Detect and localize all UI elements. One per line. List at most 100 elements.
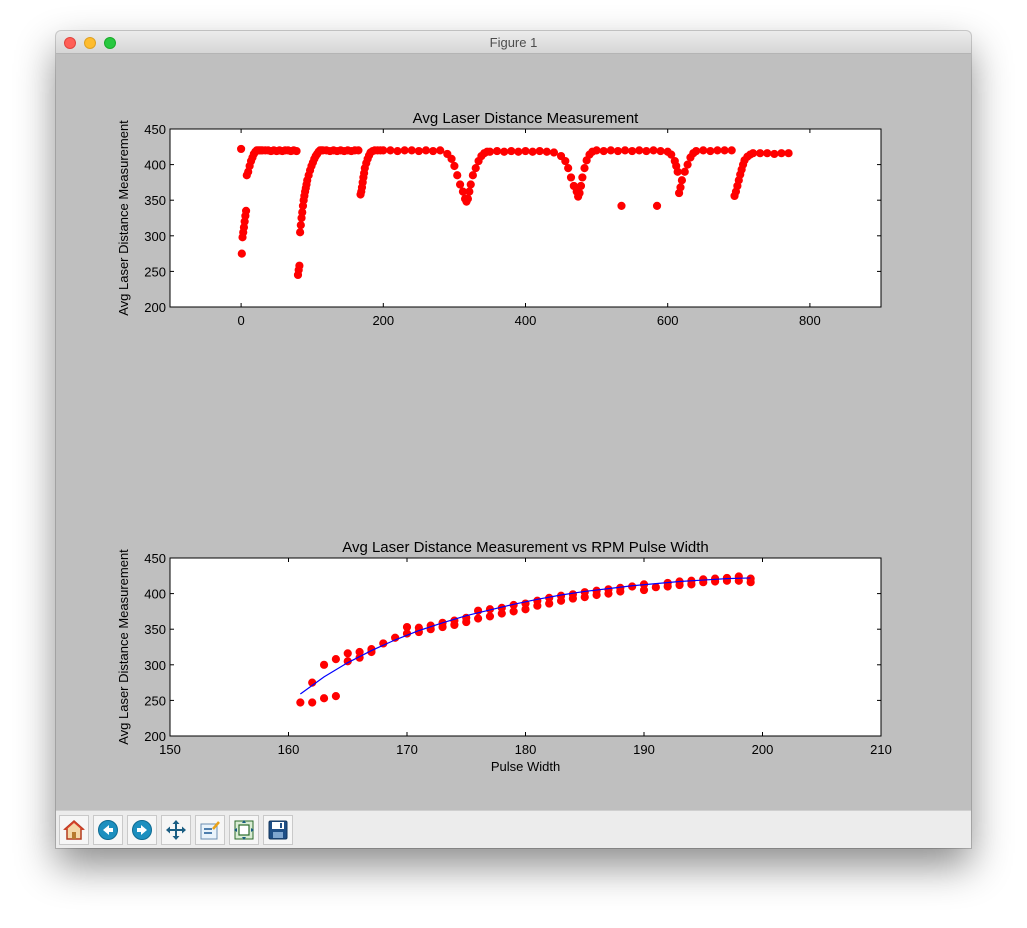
chart-1: 0 200 400 600 800 200 250 300 350 400 450 Avg Laser… — [116, 110, 882, 328]
plot-area — [169, 128, 882, 308]
y-tick-label: 350 — [144, 622, 166, 637]
data-point — [241, 206, 251, 215]
data-point — [308, 698, 317, 707]
data-point — [656, 146, 665, 156]
home-icon — [63, 819, 85, 840]
data-point — [651, 583, 660, 592]
x-tick-label: 600 — [657, 313, 679, 328]
data-point — [676, 183, 685, 192]
data-point — [722, 573, 732, 583]
chart-title: Avg Laser Distance Measurement — [413, 110, 639, 127]
data-point — [635, 146, 644, 155]
data-point — [649, 146, 658, 155]
window-title: Figure 1 — [489, 35, 538, 50]
data-point — [763, 149, 772, 158]
back-arrow-icon — [98, 820, 118, 840]
pan-arrows-icon — [166, 820, 186, 840]
pan-button[interactable] — [161, 815, 191, 845]
data-point — [455, 180, 465, 189]
save-floppy-icon — [268, 820, 288, 840]
data-point — [568, 590, 578, 599]
data-point — [514, 147, 523, 156]
title-bar: Figure 1 — [56, 31, 971, 54]
data-point — [428, 146, 438, 156]
minimize-button[interactable] — [84, 37, 96, 49]
data-point — [564, 164, 573, 173]
y-tick-label: 200 — [144, 300, 166, 315]
data-point — [667, 150, 676, 159]
subplots-config-icon — [234, 820, 254, 840]
x-tick-label: 170 — [396, 742, 418, 757]
data-point — [407, 146, 416, 155]
data-point — [466, 180, 475, 189]
data-point — [533, 596, 542, 605]
forward-arrow-icon — [132, 820, 152, 840]
data-point — [699, 146, 708, 155]
data-point — [355, 647, 364, 657]
data-point — [471, 164, 480, 173]
y-tick-label: 250 — [144, 693, 166, 708]
forward-button[interactable] — [127, 815, 157, 845]
data-point — [620, 146, 630, 155]
zoom-rect-button[interactable] — [195, 815, 225, 845]
data-point — [578, 173, 587, 182]
y-axis-label: Avg Laser Distance Measurement — [116, 120, 131, 316]
x-tick-label: 0 — [237, 313, 244, 328]
data-point — [592, 146, 601, 155]
data-point — [414, 146, 423, 156]
data-point — [777, 149, 786, 158]
back-button[interactable] — [93, 815, 123, 845]
data-point — [576, 181, 586, 191]
home-button[interactable] — [59, 815, 89, 845]
data-point — [542, 147, 551, 156]
data-point — [319, 660, 329, 669]
data-point — [706, 146, 715, 156]
data-point — [692, 146, 701, 156]
x-tick-label: 160 — [278, 742, 300, 757]
data-point — [677, 176, 687, 185]
figure-svg: 0 200 400 600 800 200 250 300 350 400 450 Avg Laser… — [116, 110, 892, 774]
data-point — [756, 149, 765, 158]
figure-window: Figure 1 0 200 400 600 800 200 250 300 350 400 450… — [56, 31, 971, 848]
figure-canvas: 0 200 400 600 800 200 250 300 350 400 450 Avg Laser… — [56, 54, 971, 810]
subplots-button[interactable] — [229, 815, 259, 845]
data-point — [680, 167, 689, 176]
y-axis-label: Avg Laser Distance Measurement — [116, 549, 131, 745]
data-point — [606, 146, 615, 155]
data-point — [393, 146, 402, 156]
data-point — [492, 146, 502, 156]
data-point — [507, 146, 516, 156]
data-point — [447, 154, 456, 164]
zoom-button[interactable] — [104, 37, 116, 49]
close-button[interactable] — [64, 37, 76, 49]
x-tick-label: 400 — [515, 313, 537, 328]
data-point — [683, 160, 692, 169]
y-tick-label: 250 — [144, 264, 166, 279]
data-point — [580, 164, 589, 173]
navigation-toolbar — [56, 810, 971, 848]
data-point — [652, 201, 662, 210]
data-point — [500, 147, 509, 156]
data-point — [421, 146, 431, 155]
y-tick-label: 450 — [144, 122, 166, 137]
data-point — [642, 146, 651, 156]
data-point — [400, 146, 409, 155]
data-point — [734, 572, 743, 581]
y-tick-label: 400 — [144, 158, 166, 173]
x-tick-label: 190 — [633, 742, 655, 757]
y-tick-label: 200 — [144, 729, 166, 744]
data-point — [727, 146, 736, 155]
data-point — [379, 146, 388, 155]
y-tick-label: 350 — [144, 193, 166, 208]
data-point — [561, 156, 570, 166]
zoom-rect-icon — [200, 821, 220, 840]
x-tick-label: 200 — [372, 313, 394, 328]
data-point — [673, 167, 682, 176]
data-point — [295, 261, 304, 270]
data-point — [386, 146, 395, 155]
data-point — [331, 692, 340, 701]
data-point — [549, 148, 559, 157]
save-button[interactable] — [263, 815, 293, 845]
data-point — [784, 149, 793, 158]
data-point — [748, 149, 758, 158]
